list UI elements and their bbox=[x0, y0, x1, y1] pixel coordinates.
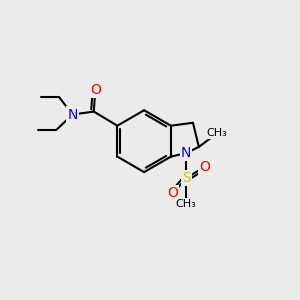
Text: O: O bbox=[167, 186, 178, 200]
Text: O: O bbox=[90, 83, 101, 98]
Text: CH₃: CH₃ bbox=[207, 128, 227, 138]
Text: N: N bbox=[68, 107, 78, 122]
Text: S: S bbox=[182, 171, 190, 185]
Text: N: N bbox=[181, 146, 191, 160]
Text: CH₃: CH₃ bbox=[176, 199, 196, 209]
Text: O: O bbox=[199, 160, 210, 174]
